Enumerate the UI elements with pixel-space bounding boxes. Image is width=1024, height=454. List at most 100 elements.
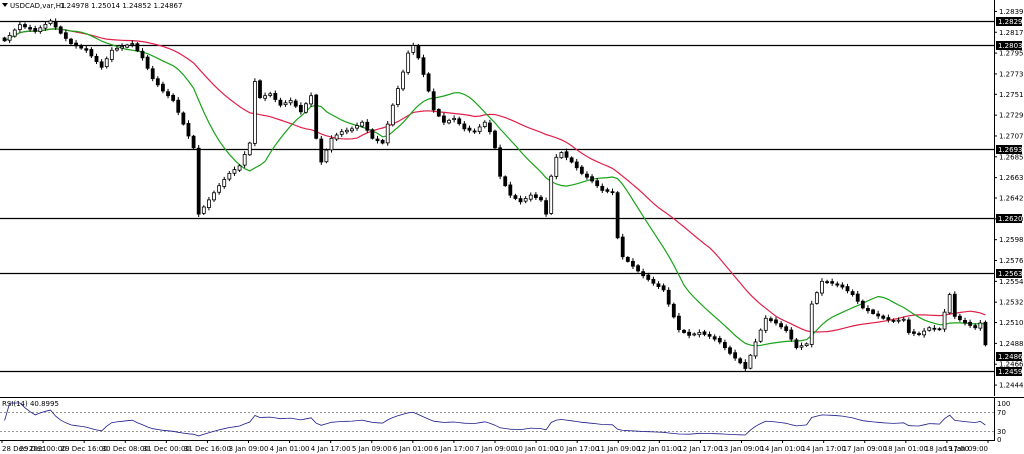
candle-body-108 [554, 156, 559, 177]
candle-body-125 [641, 271, 646, 277]
candle-body-167 [855, 293, 860, 302]
candle-body-132 [677, 315, 681, 331]
candle-body-118 [605, 189, 610, 192]
candle-body-77 [396, 88, 400, 105]
candle-body-89 [457, 118, 462, 125]
candle-body-153 [784, 326, 789, 331]
candle-body-120 [615, 192, 620, 239]
candle-body-14 [74, 42, 78, 47]
candle-body-163 [835, 283, 840, 286]
candle-body-181 [927, 327, 932, 331]
candle-body-75 [385, 123, 390, 144]
time-tick-22: 18 Jan 01:00 [884, 445, 928, 453]
candle-body-1 [7, 35, 12, 41]
candle-body-86 [442, 115, 446, 123]
candle-body-26 [135, 43, 140, 52]
level-label-1: 1.28039 [998, 42, 1024, 50]
candle-body-28 [145, 56, 150, 69]
rsi-label: RSI(14) 40.8995 [2, 400, 59, 408]
candle-body-72 [370, 129, 375, 139]
symbol-label: USDCAD,var,H1 [10, 2, 66, 10]
candle-body-104 [533, 194, 538, 198]
candle-body-51 [263, 95, 268, 99]
candle-body-133 [682, 329, 686, 333]
candle-body-126 [646, 274, 651, 280]
chart-header: USDCAD,var,H1 1.24978 1.25014 1.24852 1.… [2, 2, 182, 10]
level-label-bg-0 [996, 17, 1022, 26]
price-tick-13: 1.25540 [999, 278, 1024, 286]
candle-body-20 [104, 58, 109, 68]
price-tick-2: 1.27950 [999, 50, 1024, 58]
time-tick-9: 5 Jan 09:00 [352, 445, 392, 453]
candle-body-7 [38, 27, 43, 32]
horizontal-levels[interactable] [0, 20, 994, 373]
candle-body-78 [401, 71, 405, 90]
candle-body-45 [232, 169, 237, 174]
price-tick-3: 1.27730 [999, 70, 1024, 78]
candle-body-136 [697, 332, 702, 336]
rsi-tick-70: 70 [997, 409, 1006, 417]
candle-body-25 [130, 43, 135, 46]
candle-body-177 [906, 319, 911, 333]
candle-body-101 [518, 198, 523, 203]
candle-body-155 [794, 339, 799, 349]
candle-body-87 [447, 119, 451, 124]
candle-body-37 [191, 135, 196, 149]
candle-body-105 [539, 196, 543, 201]
candle-body-6 [33, 27, 38, 32]
candle-body-182 [932, 327, 937, 330]
price-panel[interactable]: 1.28390 1.28170 1.27950 1.27730 1.27515 1.272… [0, 0, 1024, 396]
candle-body-185 [947, 294, 952, 314]
candle-body-42 [217, 185, 222, 193]
candle-body-162 [830, 281, 835, 284]
time-tick-1: 29 Dec 00:00 [20, 445, 67, 453]
candle-body-144 [738, 358, 743, 364]
rsi-panel[interactable]: RSI(14) 40.8995 100 70 30 0 [0, 398, 1010, 444]
time-tick-16: 12 Jan 01:00 [637, 445, 681, 453]
candle-body-158 [809, 303, 814, 345]
candle-body-23 [120, 46, 124, 49]
time-tick-5: 31 Dec 16:00 [184, 445, 231, 453]
candle-body-172 [881, 315, 886, 319]
candle-body-16 [84, 48, 89, 51]
candle-body-170 [871, 309, 875, 314]
candle-body-54 [278, 99, 283, 106]
candle-body-138 [707, 334, 712, 337]
candle-body-73 [375, 138, 380, 142]
candle-body-113 [579, 166, 584, 174]
time-tick-3: 30 Dec 08:00 [102, 445, 149, 453]
candle-body-151 [774, 319, 778, 324]
candle-body-109 [559, 152, 564, 159]
candle-body-67 [344, 129, 349, 133]
candle-body-15 [79, 45, 84, 49]
candle-body-83 [426, 73, 431, 92]
candle-body-143 [733, 352, 738, 359]
price-tick-18: 1.24445 [999, 382, 1024, 390]
time-tick-10: 6 Jan 01:00 [393, 445, 433, 453]
candle-body-38 [196, 147, 201, 215]
candle-body-119 [610, 191, 615, 194]
candle-body-123 [631, 260, 635, 267]
candle-body-159 [814, 292, 819, 304]
candle-body-63 [324, 149, 329, 163]
candle-body-173 [886, 317, 891, 321]
candle-body-122 [625, 256, 630, 262]
candle-body-147 [753, 341, 758, 357]
triangle-down-icon[interactable] [2, 3, 8, 7]
candle-body-9 [48, 20, 53, 25]
candle-body-82 [421, 57, 426, 75]
candle-body-35 [181, 112, 186, 125]
candle-body-46 [237, 165, 242, 171]
candle-body-27 [140, 50, 145, 59]
candle-body-34 [176, 99, 181, 113]
level-label-0: 1.28294 [998, 18, 1024, 26]
candle-body-44 [227, 172, 232, 180]
price-tick-0: 1.28390 [999, 8, 1024, 16]
price-tick-7: 1.26855 [999, 153, 1024, 161]
candle-body-52 [268, 93, 273, 96]
candle-body-131 [671, 303, 676, 318]
candle-body-184 [942, 311, 947, 330]
candle-body-40 [207, 199, 211, 208]
candle-body-99 [508, 184, 513, 196]
